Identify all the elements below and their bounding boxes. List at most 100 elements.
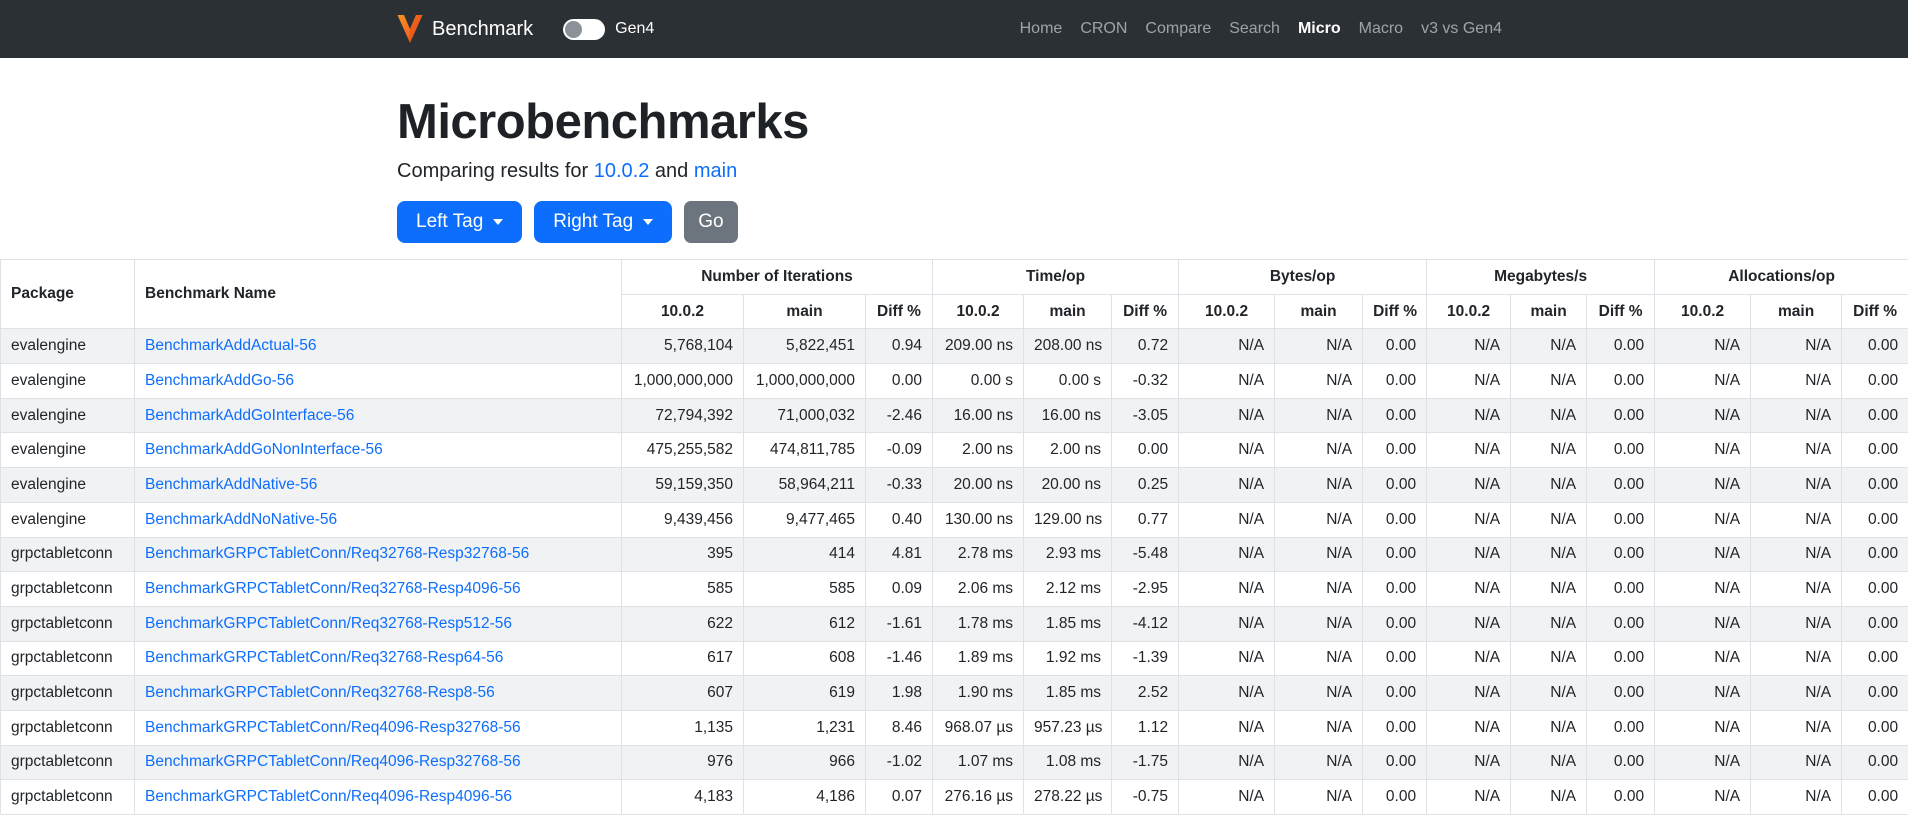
benchmark-link[interactable]: BenchmarkGRPCTabletConn/Req4096-Resp4096… — [145, 788, 513, 806]
table-row: grpctabletconn BenchmarkGRPCTabletConn/Re… — [0, 571, 1908, 607]
value-cell: 0.00 — [1841, 363, 1908, 399]
benchmark-link[interactable]: BenchmarkGRPCTabletConn/Req4096-Resp3276… — [145, 718, 521, 736]
page-title: Microbenchmarks — [397, 95, 809, 149]
value-cell: N/A — [1750, 605, 1843, 642]
value-cell: N/A — [1426, 536, 1512, 573]
value-cell: 1,000,000,000 — [621, 363, 744, 399]
group-header-megabytes-s: Megabytes/s — [1426, 259, 1656, 295]
value-cell: N/A — [1750, 432, 1843, 469]
sub-header-diff-: Diff % — [1841, 293, 1908, 330]
value-cell: 208.00 ns — [1023, 328, 1113, 365]
nav-link-search[interactable]: Search — [1229, 20, 1280, 37]
benchmark-link[interactable]: BenchmarkAddActual-56 — [145, 337, 317, 355]
benchmark-name-cell: BenchmarkAddActual-56 — [134, 328, 622, 365]
value-cell: N/A — [1654, 397, 1752, 434]
value-cell: 0.00 — [1841, 328, 1908, 365]
value-cell: N/A — [1750, 779, 1843, 815]
value-cell: 608 — [743, 640, 866, 677]
benchmark-link[interactable]: BenchmarkGRPCTabletConn/Req32768-Resp64-… — [145, 649, 504, 667]
nav-link-home[interactable]: Home — [1019, 20, 1063, 37]
table-row: grpctabletconn BenchmarkGRPCTabletConn/Re… — [0, 709, 1908, 746]
benchmark-link[interactable]: BenchmarkGRPCTabletConn/Req32768-Resp327… — [145, 545, 530, 563]
value-cell: 1.90 ms — [932, 675, 1025, 711]
caret-down-icon — [493, 219, 504, 225]
nav-link-macro[interactable]: Macro — [1358, 20, 1404, 37]
table-row: grpctabletconn BenchmarkGRPCTabletConn/Re… — [0, 744, 1908, 781]
value-cell: N/A — [1426, 744, 1512, 781]
value-cell: 5,822,451 — [743, 328, 866, 365]
value-cell: N/A — [1178, 432, 1276, 469]
value-cell: 0.77 — [1111, 501, 1180, 538]
package-cell: evalengine — [0, 467, 135, 503]
brand[interactable]: Benchmark — [397, 14, 533, 44]
value-cell: 0.00 s — [932, 363, 1025, 399]
go-button[interactable]: Go — [684, 201, 738, 243]
nav-link-micro[interactable]: Micro — [1297, 20, 1341, 37]
value-cell: 1.89 ms — [932, 640, 1025, 677]
value-cell: 2.12 ms — [1023, 571, 1113, 607]
right-tag-dropdown[interactable]: Right Tag — [534, 201, 673, 243]
benchmark-link[interactable]: BenchmarkAddNoNative-56 — [145, 510, 338, 528]
value-cell: N/A — [1750, 536, 1843, 573]
value-cell: 58,964,211 — [743, 467, 866, 503]
table-row: grpctabletconn BenchmarkGRPCTabletConn/Re… — [0, 640, 1908, 677]
value-cell: 0.00 — [1111, 432, 1180, 469]
benchmark-name-cell: BenchmarkGRPCTabletConn/Req4096-Resp4096… — [134, 779, 622, 815]
value-cell: N/A — [1654, 536, 1752, 573]
left-tag-dropdown[interactable]: Left Tag — [397, 201, 523, 243]
benchmark-name-cell: BenchmarkAddNoNative-56 — [134, 501, 622, 538]
sub-header-diff-: Diff % — [864, 293, 934, 330]
value-cell: 1.85 ms — [1023, 605, 1113, 642]
benchmark-name-cell: BenchmarkGRPCTabletConn/Req32768-Resp409… — [134, 571, 622, 607]
value-cell: 2.00 ns — [1023, 432, 1113, 469]
value-cell: 1.07 ms — [932, 744, 1025, 781]
value-cell: 0.00 — [1586, 501, 1656, 538]
benchmark-link[interactable]: BenchmarkGRPCTabletConn/Req32768-Resp512… — [145, 614, 513, 632]
sub-header-10-0-2: 10.0.2 — [1654, 293, 1752, 330]
package-cell: grpctabletconn — [0, 709, 135, 746]
value-cell: N/A — [1274, 571, 1364, 607]
value-cell: 0.00 — [1841, 571, 1908, 607]
value-cell: N/A — [1654, 605, 1752, 642]
value-cell: 0.00 — [1362, 328, 1428, 365]
benchmark-link[interactable]: BenchmarkGRPCTabletConn/Req32768-Resp8-5… — [145, 684, 495, 702]
benchmark-link[interactable]: BenchmarkAddNative-56 — [145, 475, 318, 493]
right-ref-link[interactable]: main — [693, 160, 738, 182]
package-cell: evalengine — [0, 432, 135, 469]
value-cell: -4.12 — [1111, 605, 1180, 642]
gen4-toggle[interactable] — [563, 18, 606, 40]
value-cell: 0.00 — [1586, 605, 1656, 642]
value-cell: N/A — [1426, 467, 1512, 503]
left-ref-link[interactable]: 10.0.2 — [593, 160, 650, 182]
value-cell: 0.00 — [1362, 744, 1428, 781]
value-cell: 0.00 — [1841, 432, 1908, 469]
value-cell: 0.00 — [1841, 605, 1908, 642]
benchmark-name-cell: BenchmarkGRPCTabletConn/Req4096-Resp3276… — [134, 744, 622, 781]
value-cell: 968.07 µs — [932, 709, 1025, 746]
value-cell: 0.00 — [1841, 501, 1908, 538]
nav-link-v3-vs-gen4[interactable]: v3 vs Gen4 — [1421, 20, 1502, 37]
value-cell: 475,255,582 — [621, 432, 744, 469]
value-cell: 0.00 — [1841, 640, 1908, 677]
value-cell: 0.00 — [1586, 744, 1656, 781]
benchmark-link[interactable]: BenchmarkGRPCTabletConn/Req32768-Resp409… — [145, 580, 521, 598]
value-cell: N/A — [1510, 779, 1588, 815]
value-cell: -0.32 — [1111, 363, 1180, 399]
value-cell: N/A — [1510, 640, 1588, 677]
value-cell: N/A — [1510, 397, 1588, 434]
benchmark-link[interactable]: BenchmarkAddGoInterface-56 — [145, 406, 355, 424]
value-cell: N/A — [1510, 501, 1588, 538]
value-cell: 16.00 ns — [1023, 397, 1113, 434]
benchmark-link[interactable]: BenchmarkAddGoNonInterface-56 — [145, 441, 383, 459]
nav-link-compare[interactable]: Compare — [1145, 20, 1212, 37]
value-cell: N/A — [1178, 536, 1276, 573]
value-cell: N/A — [1510, 605, 1588, 642]
benchmark-link[interactable]: BenchmarkAddGo-56 — [145, 371, 295, 389]
group-header-number-of-iterations: Number of Iterations — [620, 259, 934, 295]
value-cell: 276.16 µs — [932, 779, 1025, 815]
benchmark-link[interactable]: BenchmarkGRPCTabletConn/Req4096-Resp3276… — [145, 753, 521, 771]
nav-link-cron[interactable]: CRON — [1080, 20, 1128, 37]
value-cell: N/A — [1510, 536, 1588, 573]
value-cell: N/A — [1510, 432, 1588, 469]
value-cell: 0.00 — [1841, 744, 1908, 781]
